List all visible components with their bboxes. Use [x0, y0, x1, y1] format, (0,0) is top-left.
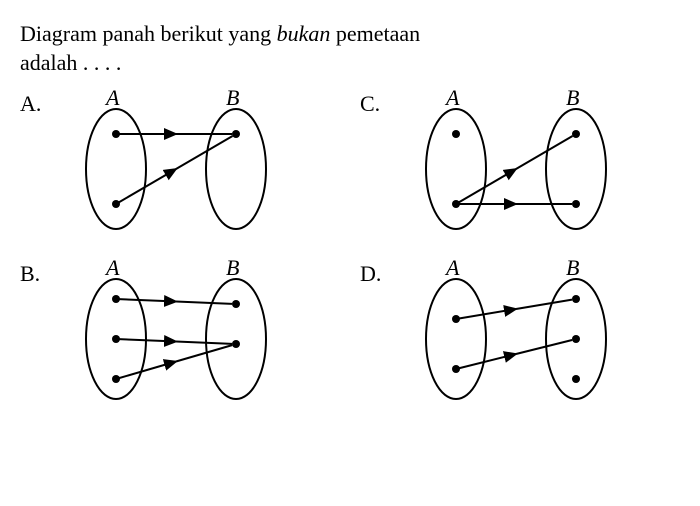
svg-diagram-B — [56, 259, 296, 419]
label-set-B: B — [226, 255, 239, 281]
svg-diagram-C — [396, 89, 636, 249]
option-A-label: A. — [20, 89, 56, 117]
option-A: A. A B — [20, 89, 340, 249]
diagram-C: A B — [396, 89, 636, 249]
label-set-A: A — [106, 255, 119, 281]
options-grid: A. A B C. A B B. A B D. A B — [20, 89, 680, 419]
label-set-B: B — [226, 85, 239, 111]
label-set-B: B — [566, 255, 579, 281]
label-set-B: B — [566, 85, 579, 111]
option-D-label: D. — [360, 259, 396, 287]
label-set-A: A — [446, 255, 459, 281]
diagram-D: A B — [396, 259, 636, 419]
option-D: D. A B — [360, 259, 680, 419]
option-C-label: C. — [360, 89, 396, 117]
diagram-A: A B — [56, 89, 296, 249]
label-set-A: A — [446, 85, 459, 111]
question-part1: Diagram panah berikut yang — [20, 21, 277, 46]
diagram-B: A B — [56, 259, 296, 419]
question-italic: bukan — [277, 21, 331, 46]
question-text: Diagram panah berikut yang bukan pemetaa… — [20, 20, 680, 77]
svg-diagram-A — [56, 89, 296, 249]
question-part1b: pemetaan — [330, 21, 420, 46]
question-part2: adalah . . . . — [20, 50, 121, 75]
option-C: C. A B — [360, 89, 680, 249]
svg-diagram-D — [396, 259, 636, 419]
option-B: B. A B — [20, 259, 340, 419]
label-set-A: A — [106, 85, 119, 111]
option-B-label: B. — [20, 259, 56, 287]
